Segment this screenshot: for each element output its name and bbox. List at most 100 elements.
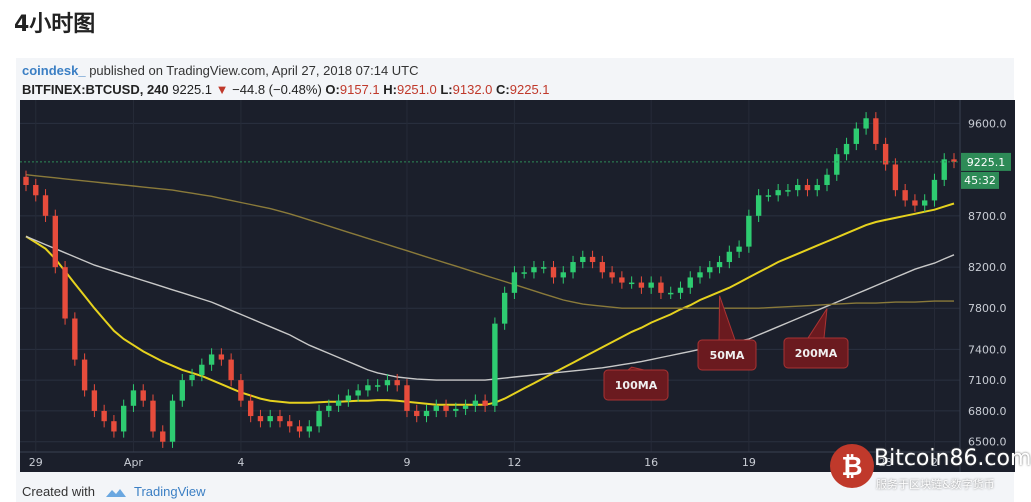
price-change: −44.8 (−0.48%): [232, 82, 322, 97]
candle-body: [775, 190, 781, 196]
candle-body: [521, 272, 527, 274]
price-tag: 9225.1 45:32: [20, 152, 1011, 189]
ma-line-200ma: [25, 174, 954, 309]
candle-body: [746, 215, 752, 247]
candle-body: [277, 416, 283, 422]
candle-body: [814, 185, 820, 191]
x-tick-label: 19: [742, 456, 756, 469]
quote-line: BITFINEX:BTCUSD, 240 9225.1 ▼ −44.8 (−0.…: [22, 82, 550, 97]
candle-body: [638, 282, 645, 288]
created-with-label: Created with: [22, 484, 95, 499]
candle-body: [795, 185, 801, 191]
candle-body: [238, 380, 244, 401]
last-price-tag: [961, 152, 1011, 171]
y-tick-label: 8700.0: [968, 210, 1007, 223]
ma-annotations: 100MA 50MA 200MA: [603, 295, 849, 401]
candle-body: [619, 277, 625, 283]
annotation-box: [697, 339, 757, 371]
annotation-label: 200MA: [795, 347, 838, 360]
x-tick-label: Apr: [124, 456, 144, 469]
candle-body: [834, 154, 840, 175]
watermark-text: Bitcoin86.com: [874, 446, 1031, 471]
candle-body: [912, 200, 918, 206]
candle-body: [482, 400, 488, 406]
candles: [23, 112, 957, 448]
candle-body: [570, 262, 576, 273]
low-value: 9132.0: [452, 82, 493, 97]
candle-body: [580, 256, 586, 263]
candle-body: [23, 176, 29, 186]
candle-body: [902, 190, 908, 201]
candle-body: [501, 292, 508, 324]
candle-body: [736, 246, 742, 252]
candle-body: [628, 282, 635, 285]
annotation-label: 100MA: [615, 379, 658, 392]
x-axis: 29 Apr 4 9 12 16 19 23 2: [20, 451, 960, 469]
y-tick-label: 7800.0: [968, 302, 1007, 315]
candle-body: [423, 410, 430, 417]
candle-body: [189, 374, 195, 381]
open-value: 9157.1: [339, 82, 380, 97]
candle-body: [951, 159, 957, 162]
candle-body: [492, 323, 498, 406]
candle-body: [550, 267, 557, 278]
tradingview-logo-icon: [105, 488, 126, 497]
close-label: C:: [496, 82, 510, 97]
candle-body: [72, 318, 78, 360]
candle-body: [804, 185, 811, 191]
candle-body: [199, 364, 205, 375]
candle-body: [287, 421, 293, 427]
x-tick-label: 29: [29, 456, 43, 469]
candle-body: [33, 185, 39, 196]
candle-body: [677, 287, 684, 293]
candle-body: [697, 272, 703, 278]
candle-body: [326, 405, 332, 411]
countdown-tag-text: 45:32: [964, 174, 996, 187]
annotation-label: 50MA: [710, 349, 745, 362]
candle-body: [179, 380, 185, 401]
candle-body: [345, 395, 352, 401]
candle-body: [404, 385, 410, 411]
annotation-box: [783, 337, 849, 369]
candle-body: [687, 277, 693, 288]
candle-body: [169, 400, 176, 442]
low-label: L:: [440, 82, 453, 97]
last-price-tag-text: 9225.1: [967, 156, 1006, 169]
candle-body: [150, 400, 156, 432]
candle-body: [111, 421, 117, 432]
annotation-box: [603, 369, 669, 401]
candle-body: [228, 359, 234, 381]
candle-body: [443, 405, 449, 411]
candle-body: [247, 400, 254, 417]
countdown-tag: [961, 171, 999, 189]
candle-body: [130, 390, 137, 406]
candle-body: [843, 143, 850, 155]
y-tick-label: 8200.0: [968, 261, 1007, 274]
candle-body: [91, 390, 98, 411]
candle-body: [384, 380, 391, 386]
high-label: H:: [383, 82, 397, 97]
candle-body: [453, 408, 459, 411]
price-chart: 100MA 50MA 200MA 9600.0 8700.0 8200.0 7800.0 7…: [20, 100, 1015, 472]
candle-body: [374, 385, 381, 387]
candle-body: [560, 272, 566, 278]
publish-text: published on TradingView.com, April 27, …: [85, 63, 419, 78]
candle-body: [267, 416, 273, 422]
candle-body: [414, 410, 420, 417]
candle-body: [81, 359, 88, 391]
tradingview-link[interactable]: TradingView: [134, 484, 206, 499]
candle-body: [394, 380, 400, 386]
candle-body: [218, 354, 225, 360]
candle-body: [531, 267, 537, 273]
candle-body: [755, 195, 762, 216]
candle-body: [589, 256, 596, 263]
x-tick-label: 4: [237, 456, 244, 469]
y-tick-label: 7400.0: [968, 343, 1007, 356]
x-tick-label: 2: [931, 456, 938, 469]
author-link[interactable]: coindesk_: [22, 63, 86, 78]
candle-body: [52, 215, 58, 268]
candle-body: [472, 400, 479, 406]
candle-body: [785, 190, 791, 192]
candle-body: [365, 385, 371, 391]
candle-body: [931, 179, 938, 201]
